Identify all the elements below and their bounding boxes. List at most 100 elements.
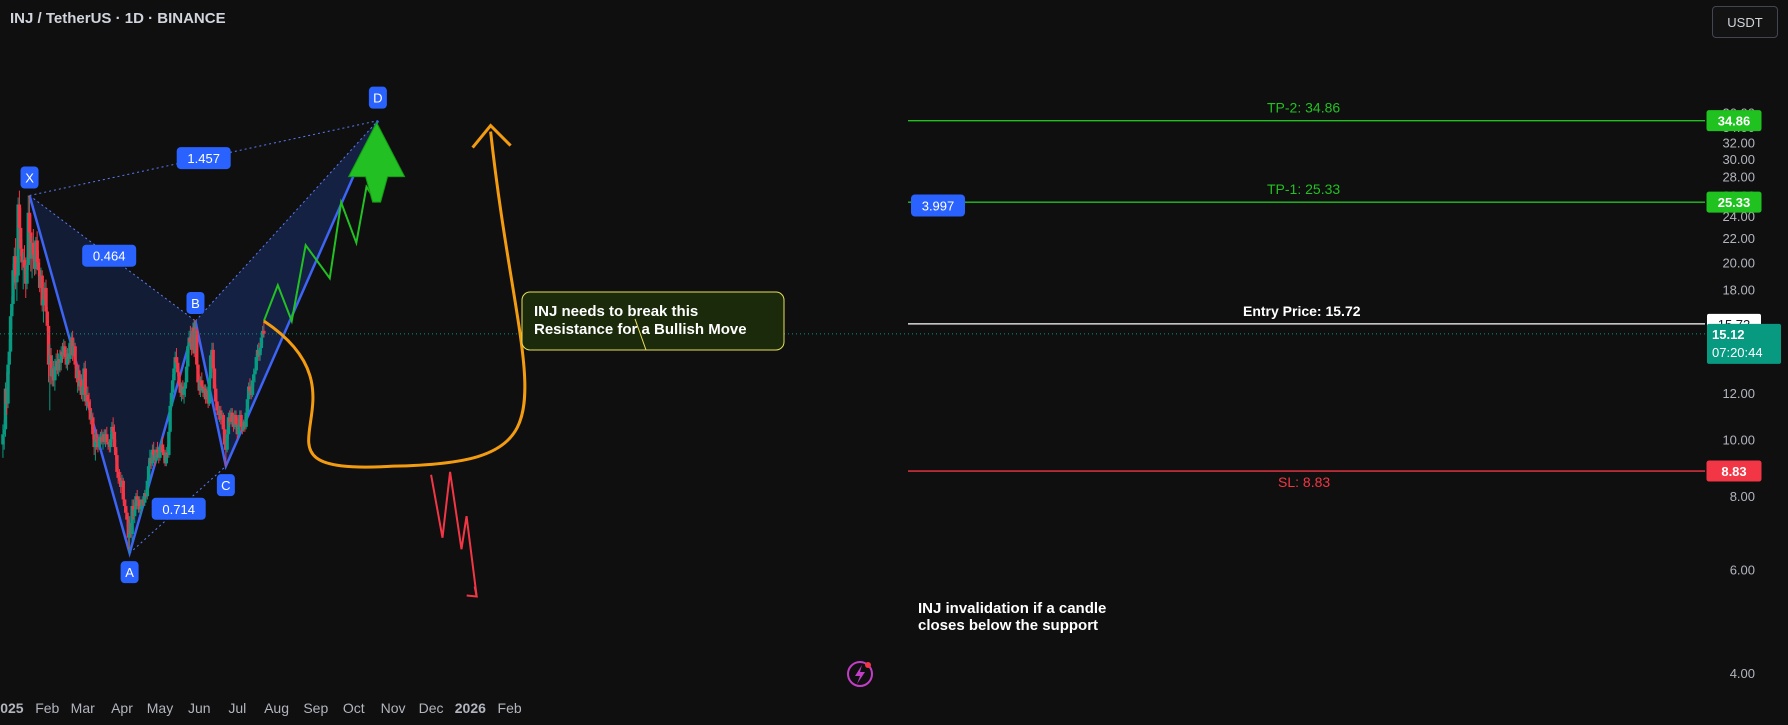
candle bbox=[105, 426, 109, 445]
candle-body bbox=[56, 358, 61, 371]
candle-body bbox=[177, 372, 181, 385]
candle-body bbox=[160, 444, 165, 453]
candle bbox=[258, 346, 262, 361]
candle-body bbox=[116, 471, 120, 478]
time-tick-label: Feb bbox=[35, 700, 59, 716]
price-levels: TP-2: 34.86 TP-1: 25.33 Entry Price: 15.72… bbox=[0, 100, 1705, 490]
candle-body bbox=[16, 204, 20, 276]
tp1-price-tag-box bbox=[1706, 191, 1762, 213]
ratio-ac-badge: 0.714 bbox=[151, 497, 206, 520]
lightning-icon-ring bbox=[847, 661, 873, 687]
candle-body bbox=[140, 499, 144, 506]
time-tick-label: Oct bbox=[343, 700, 365, 716]
candle-body bbox=[18, 227, 23, 249]
candle-body bbox=[155, 449, 160, 453]
invalidation-note-line2: closes below the support bbox=[918, 617, 1098, 634]
candle bbox=[56, 353, 61, 377]
candle bbox=[26, 195, 30, 271]
point-c-label-text: C bbox=[221, 478, 230, 493]
candle-body bbox=[88, 408, 93, 420]
lightning-icon bbox=[847, 661, 873, 687]
ratio-xd-badge-box bbox=[176, 147, 231, 170]
candle-body bbox=[214, 388, 218, 402]
candle-body bbox=[22, 259, 27, 268]
candle-body bbox=[132, 509, 137, 517]
time-tick-label: Apr bbox=[111, 700, 133, 716]
candle-body bbox=[13, 256, 18, 283]
candle-body bbox=[94, 439, 99, 442]
lightning-icon-dot bbox=[865, 662, 871, 668]
candle bbox=[160, 436, 165, 456]
projections bbox=[262, 121, 527, 598]
candle-body bbox=[145, 480, 150, 497]
candle bbox=[208, 351, 213, 381]
candle bbox=[35, 231, 39, 267]
price-tick-label: 28.00 bbox=[1722, 170, 1755, 185]
sl-price-tag-box bbox=[1706, 460, 1762, 482]
candle-body bbox=[212, 368, 217, 389]
candle-body bbox=[108, 439, 113, 448]
currency-button[interactable]: USDT bbox=[1712, 6, 1778, 38]
candle bbox=[158, 444, 162, 461]
candle-body bbox=[176, 362, 180, 373]
tp1-label: TP-1: 25.33 bbox=[1267, 181, 1340, 197]
candle bbox=[20, 239, 24, 271]
candle bbox=[46, 319, 51, 383]
time-axis[interactable]: 2025 Feb Mar Apr May Jun Jul Aug Sep Oct Nov Dec 202… bbox=[0, 700, 522, 716]
candle-body bbox=[245, 399, 250, 413]
candle-body bbox=[196, 364, 200, 383]
candle-body bbox=[91, 417, 95, 435]
time-tick-label: Jun bbox=[188, 700, 211, 716]
candle bbox=[18, 207, 23, 257]
point-b-label-box bbox=[186, 291, 205, 314]
bearish-zigzag-path bbox=[430, 471, 478, 597]
candle-body bbox=[239, 414, 243, 427]
candle-body bbox=[46, 325, 51, 365]
candle-body bbox=[121, 480, 125, 500]
candle-body bbox=[200, 380, 204, 387]
candle-body bbox=[87, 401, 91, 409]
candle-body bbox=[244, 412, 248, 427]
candle-body bbox=[262, 330, 266, 334]
countdown-text: 07:20:44 bbox=[1712, 345, 1763, 360]
candle-body bbox=[207, 378, 212, 404]
candle-body bbox=[253, 370, 257, 375]
candle-body bbox=[20, 248, 24, 263]
candle-body bbox=[226, 417, 231, 435]
point-a-label-text: A bbox=[125, 565, 134, 580]
point-d-label: D bbox=[368, 86, 387, 109]
candle-body bbox=[170, 380, 175, 393]
ac-dotted-line bbox=[129, 465, 227, 554]
point-x-label-box bbox=[20, 166, 39, 189]
callout-line1: INJ needs to break this bbox=[534, 303, 698, 320]
candle-body bbox=[138, 499, 142, 510]
candle-body bbox=[106, 441, 110, 445]
candle-body bbox=[258, 348, 262, 356]
candle-body bbox=[168, 405, 172, 432]
candle-body bbox=[81, 386, 85, 395]
tp2-price-tag-box bbox=[1706, 110, 1762, 132]
candle-body bbox=[164, 452, 169, 464]
candle-body bbox=[246, 386, 251, 400]
candle-body bbox=[26, 212, 30, 266]
price-tick-label: 6.00 bbox=[1730, 563, 1755, 578]
candle-body bbox=[8, 316, 13, 352]
candle-body bbox=[211, 349, 215, 369]
candle bbox=[11, 263, 15, 310]
candle bbox=[211, 342, 215, 373]
candle-body bbox=[225, 434, 229, 450]
candle bbox=[106, 436, 110, 450]
candle bbox=[260, 325, 265, 345]
time-tick-label: Nov bbox=[381, 700, 406, 716]
candle-body bbox=[215, 401, 219, 411]
candle-body bbox=[130, 505, 134, 534]
time-tick-label: Dec bbox=[419, 700, 444, 716]
bcd-triangle bbox=[195, 120, 378, 467]
candle bbox=[27, 195, 32, 239]
time-tick-label: Mar bbox=[71, 700, 95, 716]
candle-body bbox=[174, 357, 179, 363]
candle bbox=[65, 348, 70, 371]
candle-body bbox=[221, 414, 226, 430]
candle bbox=[93, 431, 98, 461]
